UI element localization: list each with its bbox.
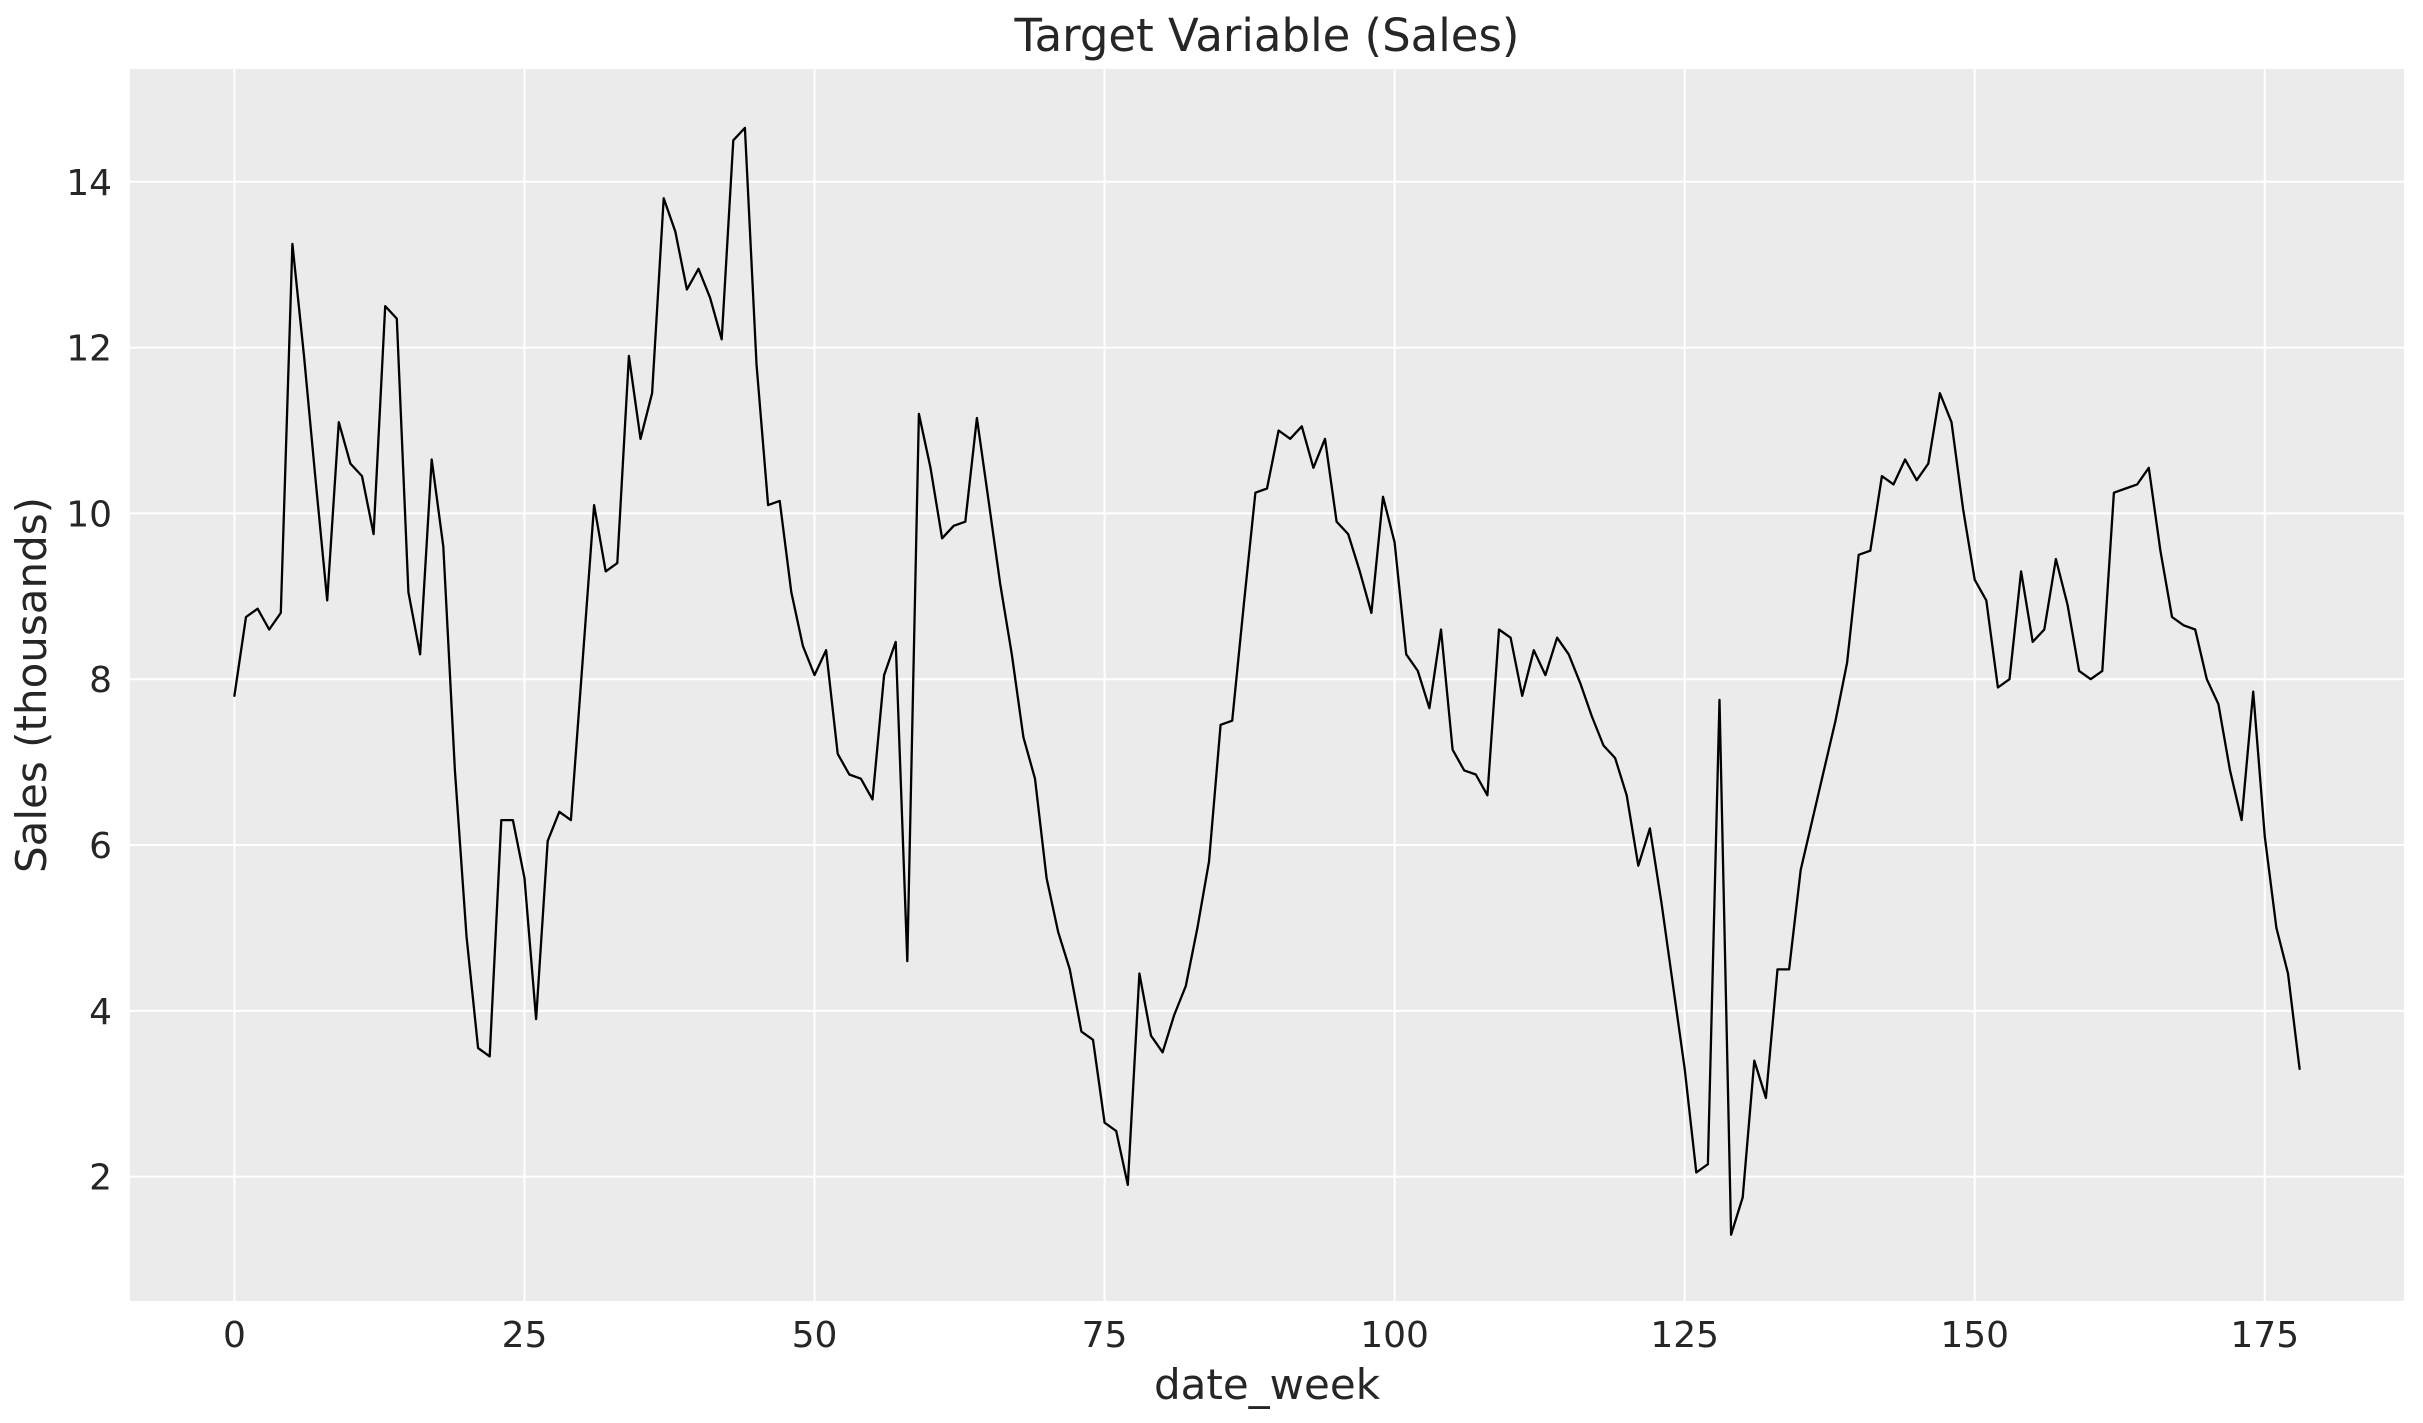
- y-tick-label: 2: [89, 1158, 112, 1199]
- chart-title: Target Variable (Sales): [1014, 9, 1520, 62]
- y-tick-label: 14: [66, 163, 112, 204]
- x-tick-label: 100: [1360, 1315, 1429, 1356]
- x-tick-label: 125: [1650, 1315, 1719, 1356]
- x-tick-label: 50: [792, 1315, 838, 1356]
- sales-line-series: [233, 126, 2301, 1236]
- x-tick-label: 25: [502, 1315, 548, 1356]
- y-tick-label: 4: [89, 992, 112, 1033]
- x-tick-label: 175: [2230, 1315, 2299, 1356]
- y-axis-label: Sales (thousands): [7, 497, 56, 873]
- y-tick-label: 10: [66, 494, 112, 535]
- y-tick-label: 6: [89, 826, 112, 867]
- x-axis-label: date_week: [1154, 1360, 1381, 1409]
- y-tick-label: 12: [66, 329, 112, 370]
- plot-background: [130, 69, 2404, 1301]
- x-tick-label: 150: [1940, 1315, 2009, 1356]
- x-tick-label: 75: [1082, 1315, 1128, 1356]
- plot-area: 2 4 6 8 10 12 14 0 25 50 75 100 125 150 175: [66, 69, 2404, 1356]
- x-tick-label: 0: [223, 1315, 246, 1356]
- y-tick-label: 8: [89, 660, 112, 701]
